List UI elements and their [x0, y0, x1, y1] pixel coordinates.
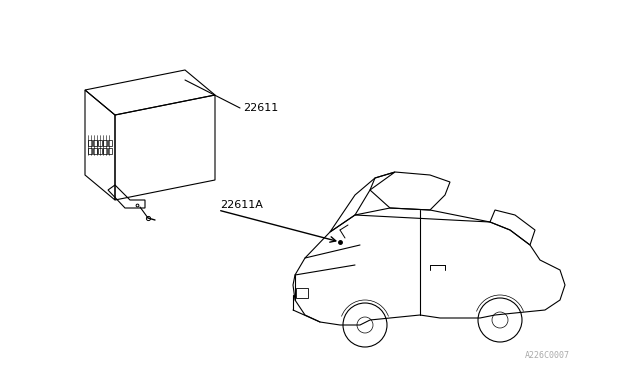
Text: 22611: 22611 [243, 103, 278, 113]
Bar [88, 148, 92, 154]
Bar [88, 140, 92, 146]
Bar [103, 148, 107, 154]
Bar [296, 288, 308, 298]
Bar [98, 140, 102, 146]
Bar [98, 148, 102, 154]
Bar [103, 140, 107, 146]
Bar [108, 148, 112, 154]
Bar [108, 140, 112, 146]
Text: 22611A: 22611A [220, 200, 263, 210]
Text: A226C0007: A226C0007 [525, 351, 570, 360]
Bar [93, 140, 97, 146]
Bar [93, 148, 97, 154]
